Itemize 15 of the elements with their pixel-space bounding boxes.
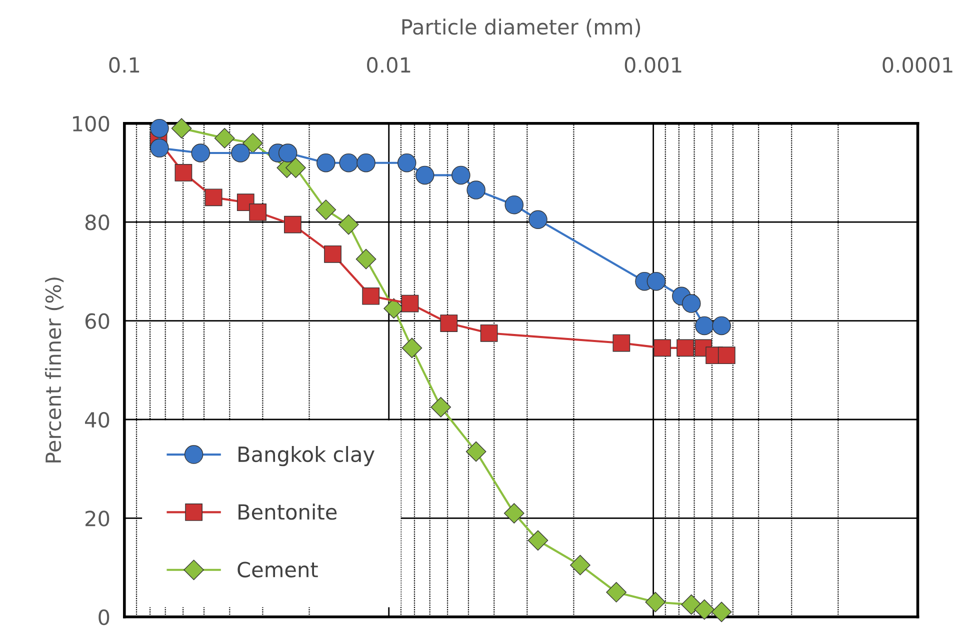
x-tick-label: 0.1	[109, 57, 140, 73]
y-axis-title: Percent finner (%)	[45, 278, 64, 462]
y-tick-label: 20	[86, 510, 110, 526]
x-tick-label: 0.0001	[882, 57, 952, 73]
y-tick-label: 60	[85, 313, 110, 330]
x-axis-title: Particle diameter (mm)	[402, 18, 640, 38]
y-tick-label: 100	[73, 116, 110, 132]
legend-label: Cement	[238, 562, 318, 578]
x-tick-label: 0.001	[624, 57, 682, 73]
legend-label: Bangkok clay	[238, 446, 374, 466]
x-tick-label: 0.01	[367, 57, 410, 73]
y-tick-label: 80	[85, 214, 110, 230]
y-tick-label: 0	[98, 609, 110, 626]
y-tick-label: 40	[85, 412, 110, 428]
legend-label: Bentonite	[238, 504, 337, 520]
